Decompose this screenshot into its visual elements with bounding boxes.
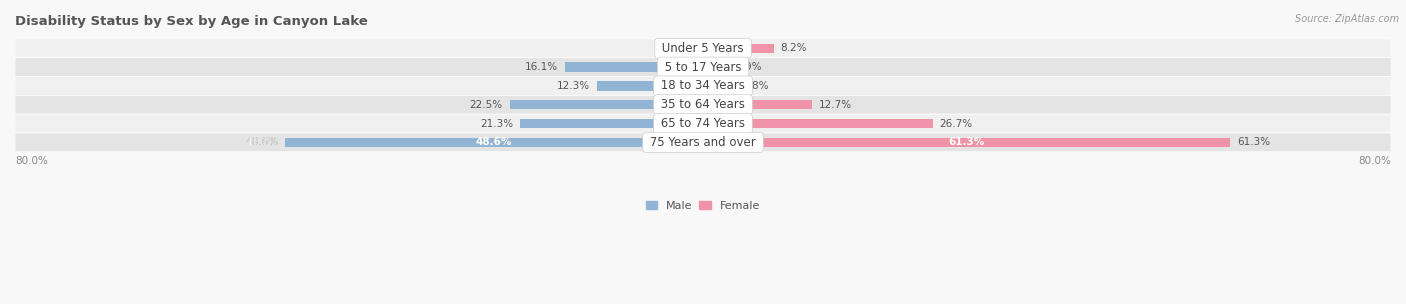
Text: 2.9%: 2.9% (735, 62, 761, 72)
Legend: Male, Female: Male, Female (647, 201, 759, 211)
Text: 35 to 64 Years: 35 to 64 Years (657, 98, 749, 111)
Bar (520, 119, 703, 128)
Text: 48.6%: 48.6% (245, 137, 278, 147)
Text: 22.5%: 22.5% (470, 100, 502, 110)
Bar (598, 81, 703, 91)
Bar (285, 138, 703, 147)
FancyBboxPatch shape (15, 39, 1391, 58)
Text: 61.3%: 61.3% (1237, 137, 1270, 147)
Text: 80.0%: 80.0% (15, 156, 48, 166)
FancyBboxPatch shape (15, 114, 1391, 133)
Bar (703, 119, 932, 128)
Text: 0.0%: 0.0% (664, 43, 690, 53)
Text: 12.3%: 12.3% (557, 81, 591, 91)
Text: 8.2%: 8.2% (780, 43, 807, 53)
Text: Under 5 Years: Under 5 Years (658, 42, 748, 55)
Text: 16.1%: 16.1% (524, 62, 558, 72)
Text: 21.3%: 21.3% (479, 119, 513, 129)
Text: 48.6%: 48.6% (475, 137, 512, 147)
Bar (509, 100, 703, 109)
FancyBboxPatch shape (15, 77, 1391, 95)
Text: 48.6%: 48.6% (245, 137, 278, 147)
Text: 26.7%: 26.7% (939, 119, 973, 129)
Text: 80.0%: 80.0% (1358, 156, 1391, 166)
Text: 12.7%: 12.7% (820, 100, 852, 110)
FancyBboxPatch shape (15, 133, 1391, 152)
Text: 3.8%: 3.8% (742, 81, 769, 91)
Bar (703, 62, 728, 72)
Text: 65 to 74 Years: 65 to 74 Years (657, 117, 749, 130)
Bar (565, 62, 703, 72)
Bar (703, 81, 735, 91)
Bar (703, 44, 773, 53)
Text: 18 to 34 Years: 18 to 34 Years (657, 79, 749, 92)
Bar (703, 138, 1230, 147)
Bar (703, 100, 813, 109)
FancyBboxPatch shape (15, 95, 1391, 114)
Text: 5 to 17 Years: 5 to 17 Years (661, 60, 745, 74)
Text: Source: ZipAtlas.com: Source: ZipAtlas.com (1295, 14, 1399, 24)
Text: 75 Years and over: 75 Years and over (647, 136, 759, 149)
FancyBboxPatch shape (15, 58, 1391, 77)
Text: Disability Status by Sex by Age in Canyon Lake: Disability Status by Sex by Age in Canyo… (15, 15, 368, 28)
Text: 61.3%: 61.3% (949, 137, 984, 147)
